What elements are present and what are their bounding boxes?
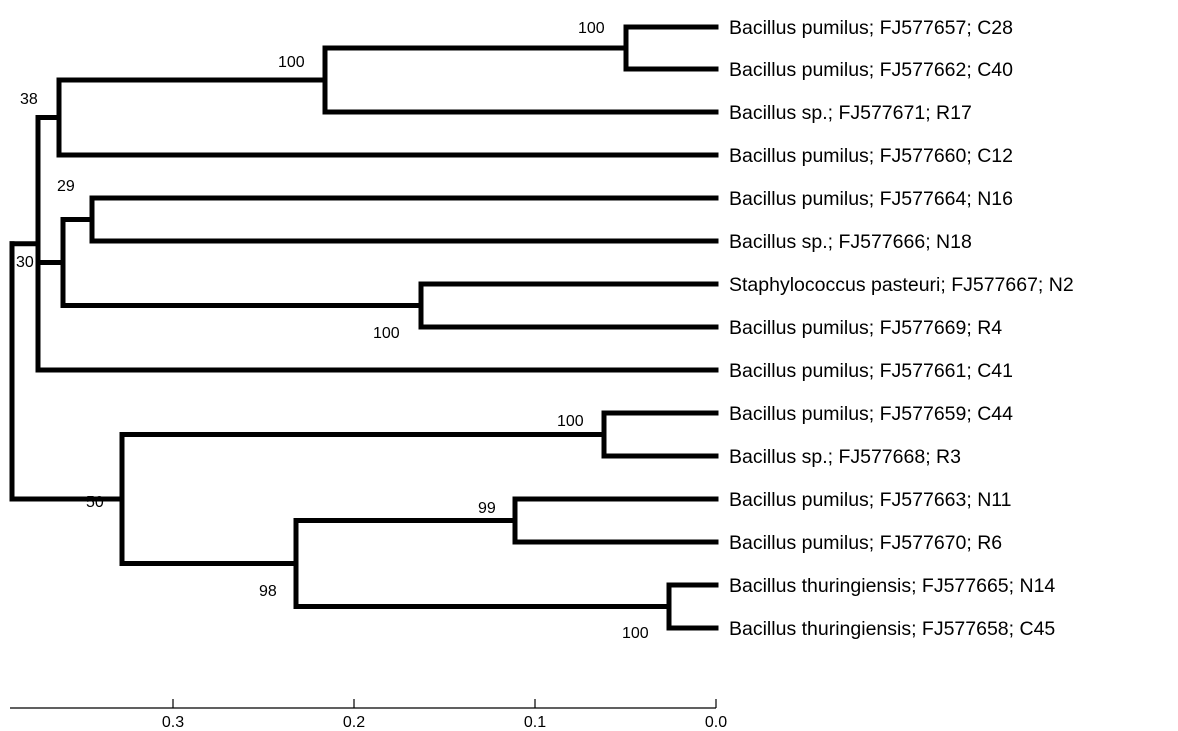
taxon-label: Bacillus pumilus; FJ577664; N16 (729, 188, 1013, 210)
bootstrap-value: 100 (578, 20, 605, 37)
distance-scale-bar: 0.3 0.2 0.1 0.0 (10, 699, 727, 731)
bootstrap-value: 98 (259, 583, 277, 600)
support-values: 100 100 38 29 100 30 100 99 100 98 50 (16, 20, 649, 642)
bootstrap-value: 100 (622, 625, 649, 642)
taxon-label: Bacillus pumilus; FJ577670; R6 (729, 532, 1002, 554)
taxon-label: Bacillus pumilus; FJ577660; C12 (729, 145, 1013, 167)
bootstrap-value: 38 (20, 91, 38, 108)
scale-tick-label: 0.1 (524, 714, 546, 731)
bootstrap-value: 100 (557, 413, 584, 430)
taxon-label: Bacillus pumilus; FJ577662; C40 (729, 59, 1013, 81)
taxon-labels: Bacillus pumilus; FJ577657; C28 Bacillus … (729, 17, 1074, 640)
bootstrap-value: 99 (478, 500, 496, 517)
bootstrap-value: 100 (373, 325, 400, 342)
taxon-label: Bacillus thuringiensis; FJ577658; C45 (729, 618, 1055, 640)
bootstrap-value: 100 (278, 54, 305, 71)
scale-tick-label: 0.0 (705, 714, 727, 731)
taxon-label: Staphylococcus pasteuri; FJ577667; N2 (729, 274, 1074, 296)
taxon-label: Bacillus sp.; FJ577671; R17 (729, 102, 972, 124)
taxon-label: Bacillus sp.; FJ577668; R3 (729, 446, 961, 468)
taxon-label: Bacillus pumilus; FJ577663; N11 (729, 489, 1012, 511)
tree-branches (9, 24, 719, 631)
taxon-label: Bacillus pumilus; FJ577661; C41 (729, 360, 1013, 382)
scale-tick-label: 0.3 (162, 714, 184, 731)
taxon-label: Bacillus sp.; FJ577666; N18 (729, 231, 972, 253)
scale-tick-label: 0.2 (343, 714, 365, 731)
bootstrap-value: 30 (16, 254, 34, 271)
taxon-label: Bacillus pumilus; FJ577659; C44 (729, 403, 1013, 425)
taxon-label: Bacillus pumilus; FJ577669; R4 (729, 317, 1002, 339)
bootstrap-value: 50 (86, 494, 104, 511)
bootstrap-value: 29 (57, 178, 75, 195)
taxon-label: Bacillus pumilus; FJ577657; C28 (729, 17, 1013, 39)
taxon-label: Bacillus thuringiensis; FJ577665; N14 (729, 575, 1055, 597)
